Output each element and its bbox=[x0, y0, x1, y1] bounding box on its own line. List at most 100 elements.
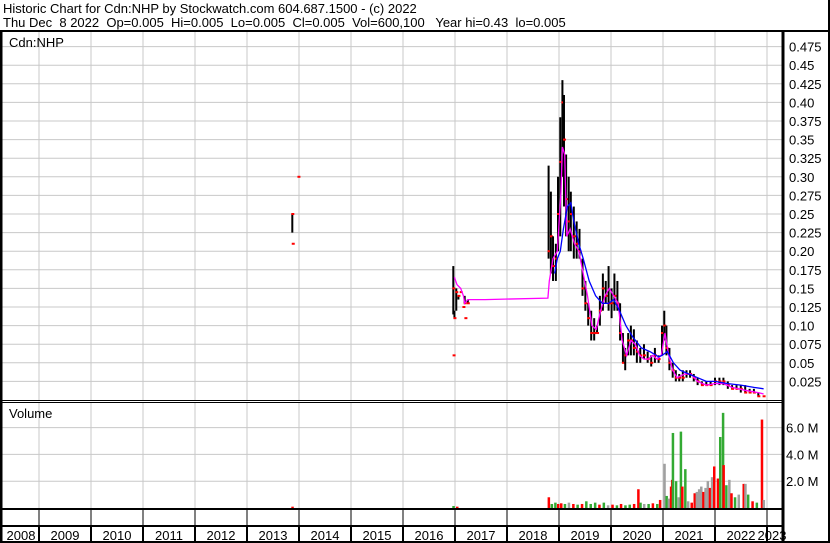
close-tick bbox=[619, 332, 623, 335]
close-tick bbox=[757, 395, 761, 398]
price-tick-label: 0.40 bbox=[789, 95, 814, 110]
price-tick-label: 0.25 bbox=[789, 207, 814, 222]
volume-bar bbox=[716, 478, 720, 508]
year-label: 2018 bbox=[519, 528, 548, 543]
volume-bar bbox=[637, 489, 640, 508]
close-tick bbox=[642, 354, 646, 357]
price-tick-label: 0.175 bbox=[789, 263, 822, 278]
close-tick bbox=[549, 235, 553, 238]
volume-bar bbox=[619, 503, 623, 508]
price-tick-label: 0.425 bbox=[789, 77, 822, 92]
close-tick bbox=[624, 354, 628, 357]
close-tick bbox=[565, 198, 569, 201]
close-tick bbox=[748, 391, 752, 394]
year-label: 2008 bbox=[7, 528, 36, 543]
volume-bar bbox=[721, 412, 725, 508]
close-tick bbox=[663, 324, 667, 327]
close-tick bbox=[657, 358, 661, 361]
price-tick-label: 0.275 bbox=[789, 188, 822, 203]
price-tick-label: 0.20 bbox=[789, 244, 814, 259]
volume-bar bbox=[742, 483, 745, 508]
close-tick bbox=[452, 287, 456, 290]
close-tick bbox=[650, 361, 654, 364]
volume-bar bbox=[559, 503, 563, 508]
price-tick-label: 0.05 bbox=[789, 356, 814, 371]
volume-bar bbox=[677, 497, 681, 508]
volume-bar bbox=[291, 506, 294, 508]
volume-bar bbox=[674, 481, 678, 508]
close-tick bbox=[291, 213, 295, 215]
volume-tick-label: 4.0 M bbox=[786, 447, 819, 462]
volume-bar bbox=[744, 483, 747, 508]
volume-bar bbox=[611, 504, 614, 508]
volume-bar bbox=[733, 497, 737, 508]
volume-bar bbox=[602, 502, 606, 508]
chart-title: Historic Chart for Cdn:NHP by Stockwatch… bbox=[3, 1, 417, 16]
moving-average-long bbox=[553, 201, 764, 390]
close-tick bbox=[587, 317, 591, 320]
close-tick bbox=[762, 395, 766, 398]
close-tick bbox=[674, 376, 678, 379]
volume-bar bbox=[576, 504, 579, 508]
volume-bar bbox=[693, 493, 696, 508]
close-tick bbox=[455, 291, 459, 294]
volume-bar bbox=[663, 463, 666, 508]
close-tick bbox=[661, 332, 665, 335]
year-label: 2016 bbox=[415, 528, 444, 543]
close-tick bbox=[627, 339, 631, 342]
volume-tick-label: 6.0 M bbox=[786, 421, 819, 436]
close-tick bbox=[596, 332, 600, 335]
close-tick bbox=[452, 354, 456, 357]
volume-bar bbox=[656, 503, 659, 508]
close-tick bbox=[581, 287, 585, 290]
volume-bar bbox=[632, 503, 636, 508]
volume-bar bbox=[737, 494, 741, 508]
volume-bars bbox=[291, 412, 766, 508]
volume-bar bbox=[651, 503, 655, 508]
close-tick bbox=[621, 361, 625, 364]
close-tick bbox=[572, 235, 576, 238]
year-label: 2013 bbox=[259, 528, 288, 543]
price-bars bbox=[291, 80, 766, 398]
close-tick bbox=[557, 213, 561, 215]
quote-summary: Thu Dec 8 2022 Op=0.005 Hi=0.005 Lo=0.00… bbox=[3, 15, 566, 30]
volume-bar bbox=[452, 505, 455, 508]
volume-bar bbox=[728, 479, 731, 508]
volume-bar bbox=[725, 485, 728, 508]
close-tick bbox=[593, 332, 597, 335]
price-tick-label: 0.15 bbox=[789, 281, 814, 296]
close-tick bbox=[722, 380, 726, 383]
price-tick-label: 0.45 bbox=[789, 58, 814, 73]
volume-bar bbox=[762, 499, 766, 508]
close-tick bbox=[567, 220, 571, 223]
year-label: 2017 bbox=[467, 528, 496, 543]
volume-bar bbox=[679, 431, 683, 508]
year-label: 2010 bbox=[103, 528, 132, 543]
volume-bar bbox=[713, 466, 716, 508]
volume-bar bbox=[700, 486, 703, 508]
volume-bar bbox=[658, 499, 662, 508]
volume-bar bbox=[671, 432, 675, 508]
price-tick-label: 0.075 bbox=[789, 337, 822, 352]
close-tick bbox=[561, 101, 565, 104]
volume-bar bbox=[686, 501, 690, 508]
close-tick bbox=[635, 350, 639, 353]
volume-bar bbox=[708, 487, 712, 508]
symbol-label: Cdn:NHP bbox=[9, 35, 64, 50]
close-tick bbox=[554, 257, 558, 260]
volume-bar bbox=[628, 504, 631, 508]
volume-bar bbox=[702, 491, 705, 508]
close-tick bbox=[718, 380, 722, 383]
volume-bar bbox=[615, 505, 619, 508]
year-label: 2012 bbox=[207, 528, 236, 543]
close-tick bbox=[584, 302, 588, 305]
close-tick bbox=[604, 294, 608, 297]
year-label: 2015 bbox=[363, 528, 392, 543]
volume-bar bbox=[557, 503, 560, 508]
moving-averages bbox=[453, 146, 764, 395]
close-tick bbox=[466, 302, 470, 305]
close-tick bbox=[678, 376, 682, 379]
volume-bar bbox=[624, 505, 627, 508]
volume-bar bbox=[667, 498, 671, 508]
